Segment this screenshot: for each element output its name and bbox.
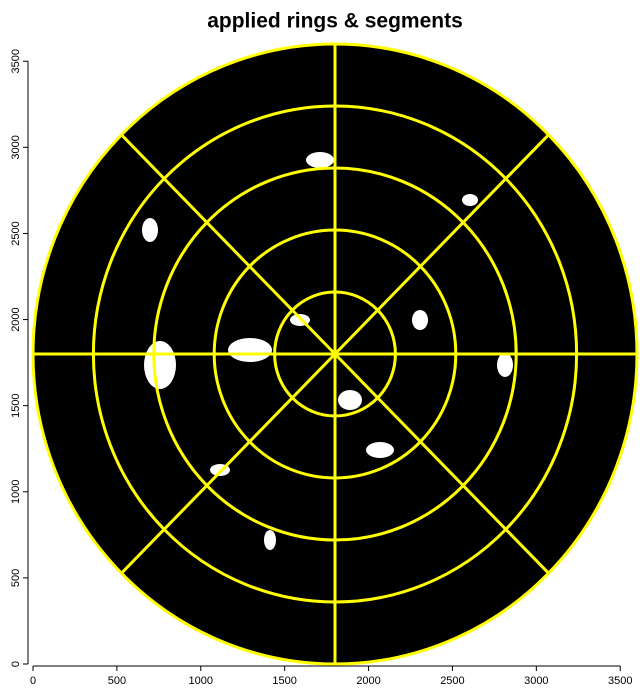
y-tick-label: 500	[10, 569, 22, 587]
speckle	[338, 390, 362, 410]
y-tick-label: 3500	[10, 49, 22, 73]
rings-segments	[33, 44, 637, 664]
x-tick-label: 0	[30, 675, 36, 687]
x-tick-label: 2500	[440, 675, 464, 687]
y-tick-label: 2500	[10, 221, 22, 245]
speckle	[228, 338, 272, 362]
x-tick-label: 3000	[524, 675, 548, 687]
y-tick-label: 2000	[10, 307, 22, 331]
y-tick-label: 0	[10, 661, 22, 667]
y-tick-label: 1500	[10, 393, 22, 417]
speckle	[306, 152, 334, 168]
speckle	[366, 442, 394, 458]
x-tick-label: 1000	[189, 675, 213, 687]
x-tick-label: 3500	[608, 675, 632, 687]
chart: applied rings & segments 0 500 1000 1500 200…	[0, 0, 640, 690]
y-tick-label: 1000	[10, 480, 22, 504]
x-tick-label: 500	[108, 675, 126, 687]
speckle	[462, 194, 478, 206]
speckle	[264, 530, 276, 550]
chart-title: applied rings & segments	[207, 10, 463, 33]
page: {"chart_data": {"type": "image", "title"…	[0, 0, 640, 695]
y-tick-label: 3000	[10, 135, 22, 159]
speckle	[144, 341, 176, 389]
x-tick-label: 2000	[356, 675, 380, 687]
speckle	[142, 218, 158, 242]
speckle	[412, 310, 428, 330]
x-tick-label: 1500	[272, 675, 296, 687]
speckle	[497, 353, 513, 377]
